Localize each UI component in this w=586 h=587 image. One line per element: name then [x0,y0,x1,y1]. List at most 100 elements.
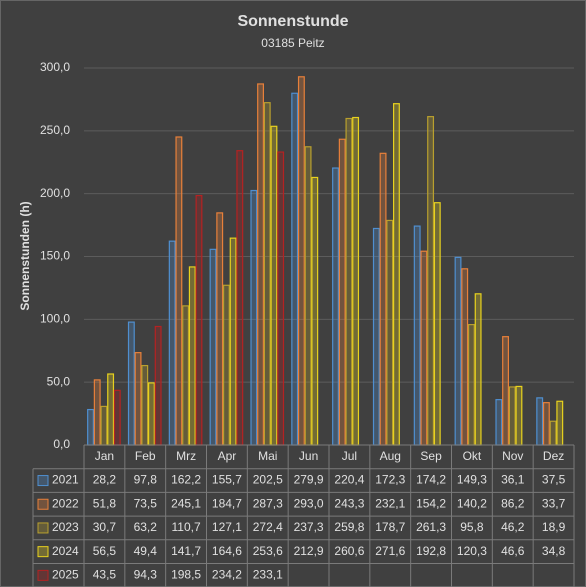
data-label: 95,8 [460,520,484,534]
data-label: 149,3 [457,473,487,487]
data-label: 287,3 [253,496,283,510]
bar [338,138,346,446]
x-tick-label: Jun [299,449,318,463]
y-tick-label: 150,0 [40,249,70,263]
data-label: 141,7 [171,544,201,558]
data-label: 260,6 [334,544,364,558]
y-axis-label: Sonnenstunden (h) [18,201,32,310]
bar [332,167,339,446]
x-tick-label: Nov [502,449,523,463]
bar [345,117,353,446]
bar [154,325,162,446]
legend-swatch [37,498,49,510]
bar [420,250,428,446]
data-label: 243,3 [334,496,364,510]
bar [141,364,149,446]
data-label: 46,6 [501,544,525,558]
bar [515,385,523,446]
chart-title: Sonnenstunde [237,13,348,30]
bar [502,336,510,446]
data-label: 46,2 [501,520,525,534]
bar [379,152,387,446]
data-label: 178,7 [375,520,405,534]
bar [474,293,482,446]
x-tick-label: Feb [135,449,156,463]
y-tick-label: 100,0 [40,312,70,326]
bar [100,405,108,446]
data-label: 94,3 [134,568,158,582]
data-label: 33,7 [542,496,566,510]
bar [195,194,203,446]
data-label: 232,1 [375,496,405,510]
y-tick-label: 50,0 [47,374,71,388]
bar [182,305,190,446]
bar [372,227,380,446]
chart-subtitle: 03185 Peitz [261,36,324,50]
bar [277,151,285,446]
bar [107,373,115,446]
bar [536,397,544,446]
bar [168,240,176,446]
data-label: 233,1 [253,568,283,582]
bar [175,136,183,446]
bar [495,399,503,446]
x-tick-label: Mrz [176,449,196,463]
data-label: 18,9 [542,520,566,534]
bar [270,125,278,446]
data-label: 63,2 [134,520,158,534]
bar [236,150,244,446]
data-label: 212,9 [294,544,324,558]
data-label: 127,1 [212,520,242,534]
bar [134,352,142,446]
bar [257,83,265,446]
bar [147,382,155,446]
data-label: 237,3 [294,520,324,534]
data-label: 164,6 [212,544,242,558]
data-label: 154,2 [416,496,446,510]
legend-swatch [37,522,49,534]
data-label: 184,7 [212,496,242,510]
bar [291,92,299,446]
data-label: 43,5 [93,568,117,582]
legend-label: 2023 [52,520,79,534]
x-tick-label: Jan [95,449,114,463]
data-label: 49,4 [134,544,158,558]
bar [386,219,394,446]
x-tick-label: Dez [543,449,564,463]
data-label: 253,6 [253,544,283,558]
data-label: 30,7 [93,520,117,534]
bar [216,212,224,446]
legend-label: 2025 [52,568,79,582]
data-label: 234,2 [212,568,242,582]
data-label: 279,9 [294,473,324,487]
data-label: 36,1 [501,473,525,487]
data-label: 172,3 [375,473,405,487]
data-label: 245,1 [171,496,201,510]
data-label: 202,5 [253,473,283,487]
bar [454,256,462,446]
legend-swatch [37,475,49,487]
legend-label: 2022 [52,496,79,510]
data-label: 56,5 [93,544,117,558]
bar [392,103,400,446]
data-label: 140,2 [457,496,487,510]
x-tick-label: Sep [420,449,442,463]
data-label: 155,7 [212,473,242,487]
data-label: 97,8 [134,473,158,487]
y-tick-label: 300,0 [40,60,70,74]
bar [542,402,550,446]
bar [467,324,475,446]
legend-label: 2024 [52,544,79,558]
data-label: 261,3 [416,520,446,534]
bar [93,379,101,446]
bar [87,408,94,446]
x-tick-label: Mai [258,449,277,463]
data-label: 28,2 [93,473,117,487]
bar [413,225,421,446]
data-label: 271,6 [375,544,405,558]
bar [549,420,557,446]
bar [352,116,360,446]
x-tick-label: Okt [463,449,482,463]
data-label: 162,2 [171,473,201,487]
